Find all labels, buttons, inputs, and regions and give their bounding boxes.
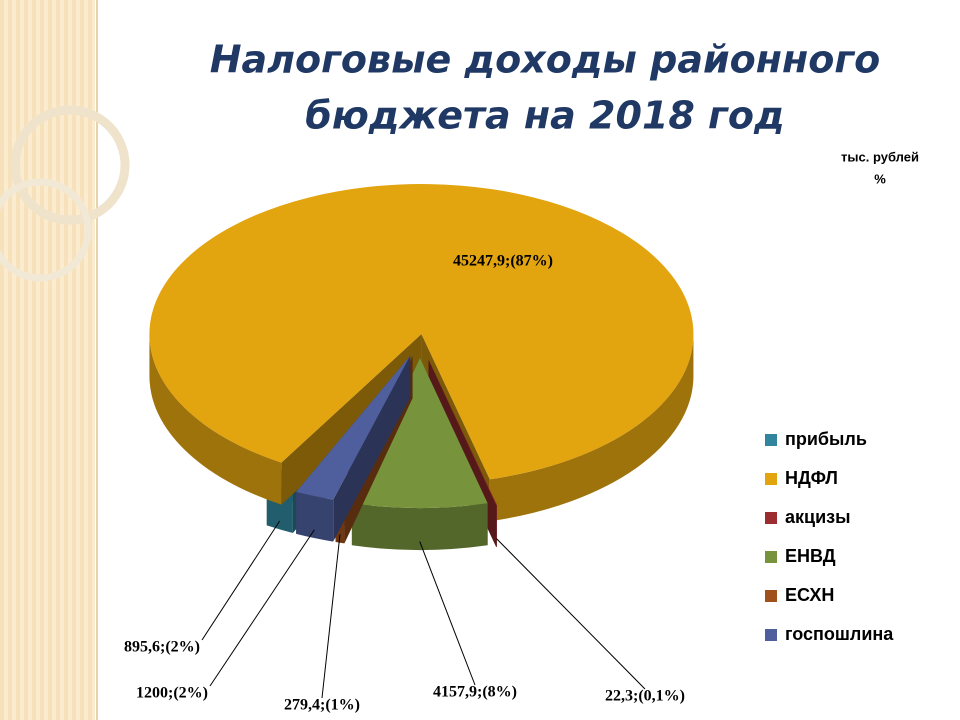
legend-label: ЕСХН — [785, 585, 834, 605]
slice-top — [351, 358, 488, 509]
chart-title: Налоговые доходы районного — [210, 38, 881, 82]
slice-top — [149, 184, 694, 480]
slice-side — [489, 334, 694, 522]
decor-circle — [10, 105, 130, 225]
slice-top — [428, 359, 497, 506]
leader-line — [496, 538, 646, 690]
slice — [149, 184, 694, 522]
legend-swatch — [765, 590, 777, 602]
slice-side — [149, 334, 282, 505]
slice-side — [296, 491, 334, 542]
data-label: 22,3;(0,1%) — [605, 688, 685, 705]
legend-label: госпошлина — [785, 624, 894, 644]
leader-line — [321, 534, 341, 699]
legend-swatch — [765, 434, 777, 446]
data-label: 4157,9;(8%) — [433, 684, 517, 701]
slice-side — [496, 504, 497, 548]
chart-title: бюджета на 2018 год — [305, 94, 784, 138]
side-panel — [0, 0, 95, 720]
slice — [296, 355, 411, 542]
data-label: 1200;(2%) — [136, 685, 208, 702]
slice-side — [351, 503, 488, 550]
unit-label: % — [874, 171, 886, 186]
legend-label: НДФЛ — [785, 468, 838, 488]
legend-label: ЕНВД — [785, 546, 836, 566]
leader-line — [419, 541, 476, 686]
leader-line — [209, 529, 315, 687]
legend-swatch — [765, 473, 777, 485]
decor-circle — [0, 178, 92, 282]
unit-label: тыс. рублей — [841, 149, 919, 164]
slice-cut-face — [281, 334, 422, 505]
legend-label: акцизы — [785, 507, 850, 527]
data-label: 895,6;(2%) — [124, 639, 200, 656]
legend-swatch — [765, 551, 777, 563]
leader-line — [201, 520, 281, 641]
slice-top — [296, 355, 411, 500]
data-label: 279,4;(1%) — [284, 697, 360, 714]
legend-label: прибыль — [785, 429, 867, 449]
data-label: 45247,9;(87%) — [453, 253, 553, 270]
legend-swatch — [765, 512, 777, 524]
legend-swatch — [765, 629, 777, 641]
